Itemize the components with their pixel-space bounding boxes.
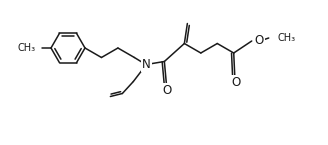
Text: O: O xyxy=(255,35,264,48)
Text: N: N xyxy=(142,58,151,71)
Text: O: O xyxy=(231,76,240,88)
Text: CH₃: CH₃ xyxy=(18,43,36,53)
Text: CH₃: CH₃ xyxy=(278,33,296,43)
Text: O: O xyxy=(163,84,172,97)
